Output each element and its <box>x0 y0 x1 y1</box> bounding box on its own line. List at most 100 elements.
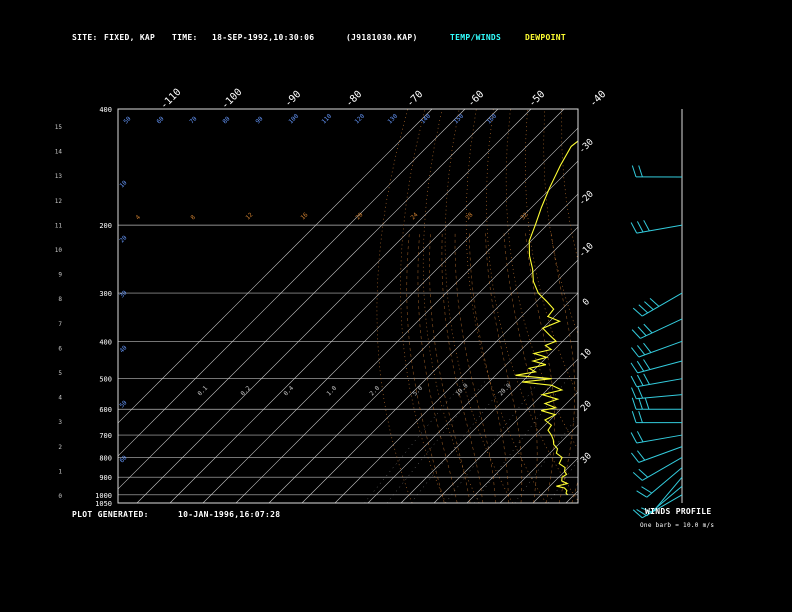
file-name: (J9181030.KAP) <box>346 33 418 42</box>
mixing-ratio-line <box>386 378 488 503</box>
wind-barb-staff <box>638 340 683 358</box>
chart-grid <box>118 109 792 503</box>
right-temp-label: -20 <box>577 189 596 208</box>
legend-dewpoint: DEWPOINT <box>525 33 566 42</box>
wind-barb-flag <box>630 222 638 234</box>
site-value: FIXED, KAP <box>104 33 156 42</box>
right-temp-label: -10 <box>577 241 596 260</box>
moist-adiabat-label: 16 <box>299 211 309 221</box>
wind-barb-flag <box>631 411 637 423</box>
wind-barb-flag <box>636 431 644 443</box>
isotherm-line <box>433 358 578 503</box>
moist-adiabat-line <box>441 233 484 503</box>
height-tick-label: 13 <box>55 173 63 180</box>
theta-label: 100 <box>287 113 300 126</box>
theta-left-label: 20 <box>118 234 128 244</box>
mixing-ratio-label: 0.2 <box>239 385 252 398</box>
site-label: SITE: <box>72 33 98 42</box>
dry-adiabat-line <box>767 109 792 503</box>
pressure-tick-label: 900 <box>99 474 112 482</box>
wind-barb-staff <box>636 434 683 444</box>
isotherm-line <box>499 424 578 503</box>
isotherm-line <box>400 325 578 503</box>
moist-adiabat-label: 20 <box>354 211 364 221</box>
mixing-ratio-label: 10.0 <box>454 382 469 397</box>
dry-adiabat-line <box>630 109 792 503</box>
moist-adiabat-line <box>469 233 509 503</box>
moist-adiabat-line <box>503 233 538 503</box>
wind-barb-flag <box>631 165 637 178</box>
isotherm-line <box>301 226 578 503</box>
height-tick-label: 3 <box>58 419 62 426</box>
pressure-tick-label: 1050 <box>95 500 112 508</box>
moist-adiabat-line <box>485 233 523 503</box>
mixing-ratio-label: 1.0 <box>325 385 338 398</box>
theta-label: 90 <box>254 115 264 125</box>
wind-barb-flag <box>636 508 648 517</box>
pressure-tick-label: 400 <box>99 338 112 346</box>
height-tick-label: 10 <box>55 247 63 254</box>
isotherm-line <box>565 490 578 503</box>
winds-profile-panel <box>630 109 683 519</box>
wind-barb-staff <box>640 318 683 339</box>
dry-adiabat-line <box>444 109 513 503</box>
wind-barb-flag <box>638 397 643 410</box>
moist-adiabat-label: 28 <box>464 211 474 221</box>
isotherm-line <box>599 109 792 503</box>
wind-barb-flag <box>636 360 645 372</box>
isotherm-line <box>202 127 578 503</box>
wind-barb-flag <box>649 298 660 307</box>
mixing-ratio-line <box>364 378 467 503</box>
isotherm-line <box>367 292 578 503</box>
time-value: 18-SEP-1992,10:30:06 <box>212 33 315 42</box>
temperature-profile-line <box>581 109 670 495</box>
wind-barb-staff <box>636 378 683 388</box>
dry-adiabat-line <box>486 109 578 502</box>
wind-barb-flag <box>637 386 644 399</box>
wind-barb-staff <box>636 394 683 400</box>
theta-label: 130 <box>386 113 399 126</box>
dry-adiabat-line <box>647 109 792 503</box>
dry-adiabat-line <box>664 109 792 503</box>
wind-barb-flag <box>644 301 654 310</box>
dewpoint-profile-line <box>515 140 578 496</box>
height-tick-label: 11 <box>55 222 63 229</box>
theta-label: 150 <box>452 113 465 126</box>
pressure-tick-label: 1000 <box>95 492 112 500</box>
wind-barb-flag <box>636 221 644 233</box>
wind-barb-flag <box>641 486 652 494</box>
mixing-ratio-label: 2.0 <box>368 385 381 398</box>
top-temp-label: -90 <box>283 89 304 110</box>
moist-adiabat-line <box>417 233 458 503</box>
isotherm-line <box>118 109 499 490</box>
isotherm-line <box>466 391 578 503</box>
wind-barb-flag <box>631 397 637 410</box>
dry-adiabat-line <box>465 109 547 503</box>
moist-adiabat-label: 24 <box>409 211 419 221</box>
moist-adiabat-line <box>598 233 660 503</box>
isotherm-line <box>632 109 792 503</box>
wind-barb-flag <box>632 307 643 317</box>
theta-label: 140 <box>419 113 432 126</box>
plot-frame <box>117 108 579 504</box>
height-tick-label: 2 <box>58 444 62 451</box>
dry-adiabat-line <box>715 109 792 503</box>
height-tick-label: 6 <box>58 345 62 352</box>
isotherm-line <box>118 109 466 457</box>
height-tick-label: 15 <box>55 124 63 131</box>
theta-left-label: 40 <box>118 344 128 354</box>
moist-adiabat-line <box>525 233 555 503</box>
isotherm-line <box>235 160 578 503</box>
winds-scale-note: One barb = 10.0 m/s <box>640 522 715 529</box>
top-temp-label: -110 <box>159 87 184 112</box>
height-tick-label: 14 <box>55 149 63 156</box>
height-tick-label: 8 <box>58 296 62 303</box>
wind-barb-flag <box>630 432 638 444</box>
top-temp-label: -40 <box>588 89 609 110</box>
theta-left-label: 10 <box>118 179 128 189</box>
wind-barb-staff <box>646 467 683 498</box>
pressure-tick-label: 700 <box>99 432 112 440</box>
theta-label: 160 <box>485 113 498 126</box>
wind-barb-flag <box>630 362 639 374</box>
